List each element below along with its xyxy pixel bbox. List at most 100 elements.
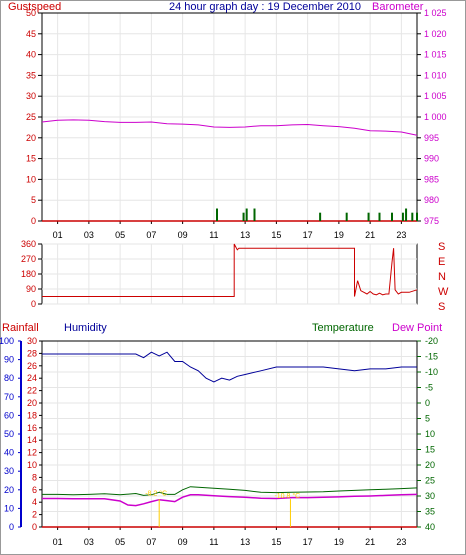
humidity-axis: 0 10 20 30 40 50 60 70 80 90 100 bbox=[0, 336, 21, 532]
gust-tick-label: 10 bbox=[26, 174, 36, 184]
panel1-time-axis: 01 03 05 07 09 11 13 15 17 19 21 23 bbox=[53, 221, 406, 240]
gust-bars bbox=[216, 208, 418, 221]
gust-bar bbox=[405, 208, 408, 221]
gust-axis: 0 5 10 15 20 25 30 35 40 45 50 bbox=[26, 8, 42, 226]
baro-tick-label: 975 bbox=[424, 216, 439, 226]
dewpoint-label: Dew Point bbox=[392, 322, 442, 334]
rain-tick-label: 26 bbox=[27, 361, 37, 371]
rain-tick-label: 2 bbox=[32, 510, 37, 520]
gust-bar bbox=[416, 212, 418, 221]
humidity-line bbox=[42, 351, 417, 383]
temp-tick-label: 30 bbox=[425, 491, 435, 501]
winddir-tick-label: 180 bbox=[21, 269, 36, 279]
barometer-axis: 975 980 985 990 995 1 000 1 005 1 010 1 015 1 020… bbox=[417, 8, 447, 226]
x-tick-label: 05 bbox=[115, 230, 125, 240]
x-tick-label: 03 bbox=[84, 537, 94, 547]
gust-tick-label: 30 bbox=[26, 91, 36, 101]
compass-label: N bbox=[438, 271, 446, 283]
temp-tick-label: 10 bbox=[425, 429, 435, 439]
x-tick-label: 01 bbox=[53, 537, 63, 547]
panel3-time-axis: 01 03 05 07 09 11 13 15 17 19 21 23 bbox=[53, 527, 406, 547]
winddir-tick-label: 360 bbox=[21, 239, 36, 249]
x-tick-label: 09 bbox=[178, 230, 188, 240]
gust-bar bbox=[391, 212, 393, 221]
panel1-grid bbox=[42, 12, 417, 222]
baro-tick-label: 1 010 bbox=[424, 70, 447, 80]
x-tick-label: 11 bbox=[209, 230, 218, 240]
x-tick-label: 21 bbox=[365, 537, 375, 547]
humidity-tick-label: 10 bbox=[4, 503, 14, 513]
dewpoint-line bbox=[42, 493, 418, 507]
x-tick-label: 03 bbox=[84, 230, 94, 240]
min-dewpoint-annotation: -10.8 °C bbox=[274, 492, 300, 500]
x-tick-label: 15 bbox=[271, 230, 281, 240]
rain-tick-label: 12 bbox=[27, 448, 37, 458]
baro-tick-label: 1 000 bbox=[424, 112, 447, 122]
gust-tick-label: 35 bbox=[26, 70, 36, 80]
gust-tick-label: 15 bbox=[26, 154, 36, 164]
gust-tick-label: 20 bbox=[26, 133, 36, 143]
baro-tick-label: 990 bbox=[424, 154, 439, 164]
x-tick-label: 05 bbox=[115, 537, 125, 547]
gust-bar bbox=[367, 212, 370, 221]
rain-tick-label: 10 bbox=[27, 460, 37, 470]
x-tick-label: 23 bbox=[396, 230, 406, 240]
rain-tick-label: 14 bbox=[27, 435, 37, 445]
humidity-label: Humidity bbox=[64, 322, 107, 334]
x-tick-label: 15 bbox=[271, 537, 281, 547]
rainfall-label: Rainfall bbox=[2, 322, 39, 334]
baro-tick-label: 985 bbox=[424, 174, 439, 184]
humidity-tick-label: 30 bbox=[4, 466, 14, 476]
temp-tick-label: -10 bbox=[425, 367, 438, 377]
rain-tick-label: 18 bbox=[27, 410, 37, 420]
gust-bar bbox=[216, 208, 218, 221]
winddir-tick-label: 90 bbox=[26, 284, 36, 294]
rain-tick-label: 0 bbox=[32, 522, 37, 532]
rain-tick-label: 6 bbox=[32, 485, 37, 495]
temperature-label: Temperature bbox=[312, 322, 374, 334]
panel2-grid bbox=[42, 243, 417, 305]
humidity-tick-label: 100 bbox=[0, 336, 14, 346]
gust-tick-label: 50 bbox=[26, 8, 36, 18]
rain-tick-label: 16 bbox=[27, 423, 37, 433]
humidity-tick-label: 80 bbox=[4, 373, 14, 383]
barometer-line bbox=[41, 119, 418, 136]
humidity-tick-label: 60 bbox=[4, 410, 14, 420]
gust-tick-label: 45 bbox=[26, 29, 36, 39]
temp-tick-label: 5 bbox=[425, 414, 430, 424]
compass-label: E bbox=[438, 256, 445, 268]
winddir-axis: 360 270 180 90 0 bbox=[21, 239, 42, 309]
rain-tick-label: 22 bbox=[27, 386, 37, 396]
x-tick-label: 13 bbox=[240, 537, 250, 547]
compass-label: W bbox=[438, 286, 449, 298]
x-tick-label: 19 bbox=[334, 230, 344, 240]
temperature-line bbox=[42, 486, 418, 496]
temp-tick-label: 25 bbox=[425, 476, 435, 486]
temp-tick-label: -20 bbox=[425, 336, 438, 346]
rain-tick-label: 30 bbox=[27, 336, 37, 346]
x-tick-label: 13 bbox=[240, 230, 250, 240]
x-tick-label: 17 bbox=[303, 537, 313, 547]
temp-tick-label: 15 bbox=[425, 445, 435, 455]
baro-tick-label: 1 005 bbox=[424, 91, 447, 101]
baro-tick-label: 1 020 bbox=[424, 29, 447, 39]
x-tick-label: 07 bbox=[146, 230, 156, 240]
temp-tick-label: 40 bbox=[425, 522, 435, 532]
x-tick-label: 21 bbox=[365, 230, 375, 240]
min-temp-annotation: -8.2 °C bbox=[145, 489, 167, 497]
gust-tick-label: 40 bbox=[26, 50, 36, 60]
humidity-tick-label: 90 bbox=[4, 355, 14, 365]
gust-tick-label: 25 bbox=[26, 112, 36, 122]
winddir-tick-label: 270 bbox=[21, 254, 36, 264]
gust-bar bbox=[345, 212, 348, 221]
compass-label: S bbox=[438, 241, 445, 253]
x-tick-label: 19 bbox=[334, 537, 344, 547]
winddir-tick-label: 0 bbox=[31, 299, 36, 309]
wind-direction-line bbox=[42, 243, 418, 297]
barometer-label: Barometer bbox=[372, 1, 424, 13]
temp-tick-label: -5 bbox=[425, 383, 433, 393]
